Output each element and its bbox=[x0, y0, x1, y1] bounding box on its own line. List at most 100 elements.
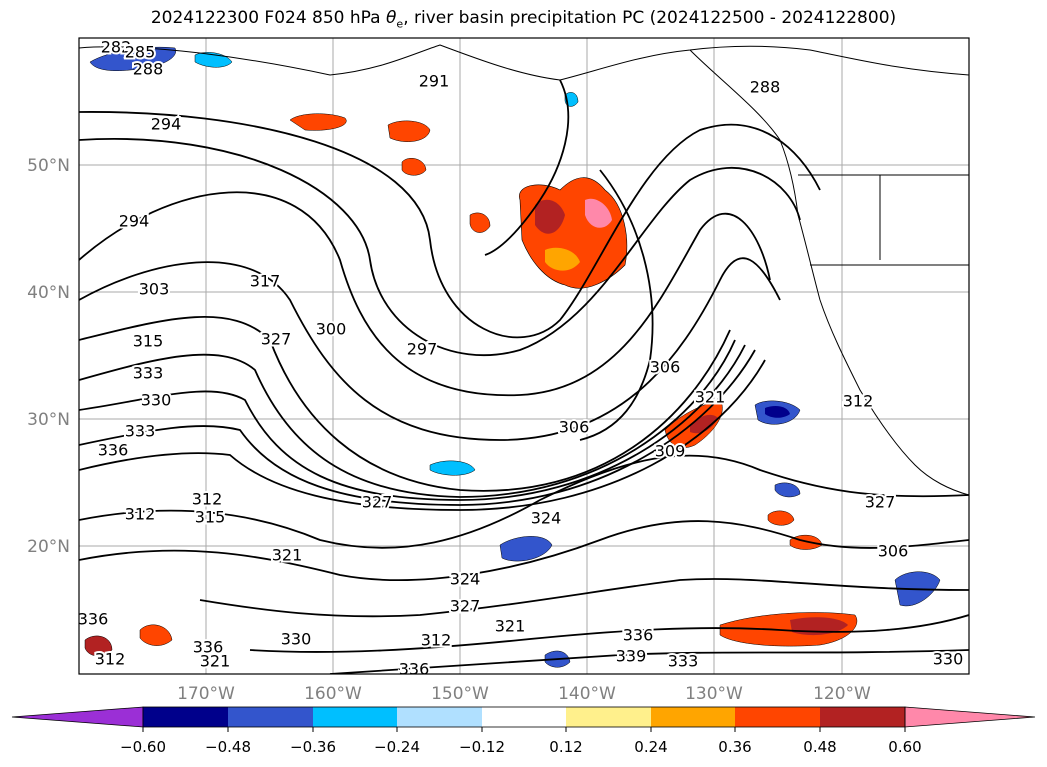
colorbar-segment bbox=[482, 707, 566, 727]
chart-title: 2024122300 F024 850 hPa θe, river basin … bbox=[150, 8, 897, 31]
contour-label: 327 bbox=[450, 597, 481, 616]
contour-label: 315 bbox=[133, 332, 164, 351]
colorbar-tick-label: 0.24 bbox=[634, 738, 667, 756]
contour-label: 339 bbox=[616, 647, 647, 666]
contour-label: 294 bbox=[119, 212, 150, 231]
precip-patch-southwest bbox=[139, 624, 173, 646]
contour-label: 312 bbox=[421, 631, 452, 650]
lon-tick-label: 170°W bbox=[177, 684, 235, 704]
colorbar-tick-label: −0.36 bbox=[290, 738, 336, 756]
plot-frame bbox=[78, 37, 970, 675]
precip-patch-gulf-alaska-peak bbox=[585, 198, 612, 228]
colorbar bbox=[11, 706, 1036, 728]
colorbar-tick-label: 0.36 bbox=[718, 738, 751, 756]
graticule bbox=[79, 38, 969, 674]
colorbar-segment bbox=[735, 707, 820, 727]
colorbar-segment bbox=[397, 707, 482, 727]
contour-label: 306 bbox=[559, 418, 590, 437]
contour-label: 321 bbox=[272, 546, 303, 565]
colorbar-segment bbox=[313, 707, 397, 727]
contour-label: 282 bbox=[101, 38, 132, 57]
contour-label: 294 bbox=[151, 115, 182, 134]
contour-label: 333 bbox=[125, 422, 156, 441]
contour-label: 327 bbox=[261, 330, 292, 349]
contour-label: 312 bbox=[192, 490, 223, 509]
precip-patch-aleutian-2 bbox=[387, 120, 431, 142]
colorbar-frame bbox=[142, 706, 906, 728]
contour-label: 285 bbox=[125, 43, 156, 62]
contour-label: 327 bbox=[362, 493, 393, 512]
contour-label: 315 bbox=[195, 508, 226, 527]
colorbar-segment bbox=[228, 707, 313, 727]
colorbar-tick-label: 0.12 bbox=[549, 738, 582, 756]
contour-label: 330 bbox=[141, 391, 172, 410]
contour-label: 336 bbox=[78, 610, 109, 629]
colorbar-segment bbox=[651, 707, 735, 727]
precip-patch-southwest-2 bbox=[84, 635, 113, 657]
neg-patch-bc-core bbox=[765, 406, 790, 418]
plot-area bbox=[79, 38, 969, 674]
precip-patch-north-tip bbox=[469, 212, 491, 233]
contour-label: 309 bbox=[655, 442, 686, 461]
contour-label: 333 bbox=[668, 652, 699, 671]
colorbar-tick-label: 0.48 bbox=[803, 738, 836, 756]
colorbar-segment bbox=[820, 707, 905, 727]
contour-label: 288 bbox=[133, 60, 164, 79]
precip-patch-north bbox=[401, 158, 427, 176]
contour-label: 300 bbox=[316, 320, 347, 339]
coastlines bbox=[79, 44, 969, 496]
neg-patch-central bbox=[499, 536, 553, 562]
longitude-labels: 170°W 160°W 150°W 140°W 130°W 120°W bbox=[177, 684, 871, 704]
latitude-labels: 50°N 40°N 30°N 20°N bbox=[27, 156, 70, 557]
colorbar-tick-label: −0.60 bbox=[120, 738, 166, 756]
contour-label: 321 bbox=[495, 617, 526, 636]
contour-label: 306 bbox=[650, 358, 681, 377]
colorbar-tick-label: −0.48 bbox=[205, 738, 251, 756]
contour-label: 312 bbox=[843, 392, 874, 411]
neg-patch-ak bbox=[564, 92, 579, 107]
colorbar-tick-label: 0.60 bbox=[888, 738, 921, 756]
precip-patch-gulf-alaska-ring bbox=[545, 247, 580, 271]
lon-tick-label: 120°W bbox=[813, 684, 871, 704]
lat-tick-label: 40°N bbox=[27, 283, 70, 303]
contour-label: 330 bbox=[281, 630, 312, 649]
contour-label: 324 bbox=[531, 509, 562, 528]
contour-label: 312 bbox=[95, 650, 126, 669]
contour-label: 317 bbox=[250, 272, 281, 291]
colorbar-segment bbox=[143, 707, 228, 727]
contour-label: 324 bbox=[450, 570, 481, 589]
contour-label: 336 bbox=[98, 441, 129, 460]
colorbar-extend-right bbox=[904, 706, 1036, 728]
precipitation-patches bbox=[84, 46, 941, 668]
lat-tick-label: 50°N bbox=[27, 156, 70, 176]
contour-label: 336 bbox=[623, 626, 654, 645]
precip-patch-gulf-alaska-core bbox=[535, 199, 565, 234]
contour-label: 330 bbox=[933, 650, 964, 669]
contour-label: 336 bbox=[399, 660, 430, 679]
lon-tick-label: 130°W bbox=[685, 684, 743, 704]
colorbar-tick-label: −0.12 bbox=[459, 738, 505, 756]
neg-patch-central-2 bbox=[429, 460, 476, 476]
theta-e-contours bbox=[79, 79, 969, 674]
contour-label: 291 bbox=[419, 72, 450, 91]
colorbar-tick-labels: −0.60 −0.48 −0.36 −0.24 −0.12 0.12 0.24 0.36 0.4… bbox=[120, 727, 922, 756]
neg-patch-east-mid bbox=[774, 482, 801, 498]
lon-tick-label: 150°W bbox=[431, 684, 489, 704]
precip-patch-aleutian bbox=[289, 113, 347, 131]
precip-patch-east-1 bbox=[767, 510, 795, 526]
lat-tick-label: 20°N bbox=[27, 537, 70, 557]
contour-label: 297 bbox=[407, 340, 438, 359]
colorbar-tick-label: −0.24 bbox=[374, 738, 420, 756]
colorbar-segment bbox=[566, 707, 651, 727]
lon-tick-label: 160°W bbox=[304, 684, 362, 704]
lat-tick-label: 30°N bbox=[27, 410, 70, 430]
contour-label: 303 bbox=[139, 280, 170, 299]
lon-tick-label: 140°W bbox=[558, 684, 616, 704]
contour-label: 336 bbox=[193, 638, 224, 657]
neg-patch-northwest bbox=[89, 46, 176, 71]
contour-label: 327 bbox=[865, 493, 896, 512]
contour-label: 321 bbox=[695, 388, 726, 407]
colorbar-extend-left bbox=[11, 706, 144, 728]
